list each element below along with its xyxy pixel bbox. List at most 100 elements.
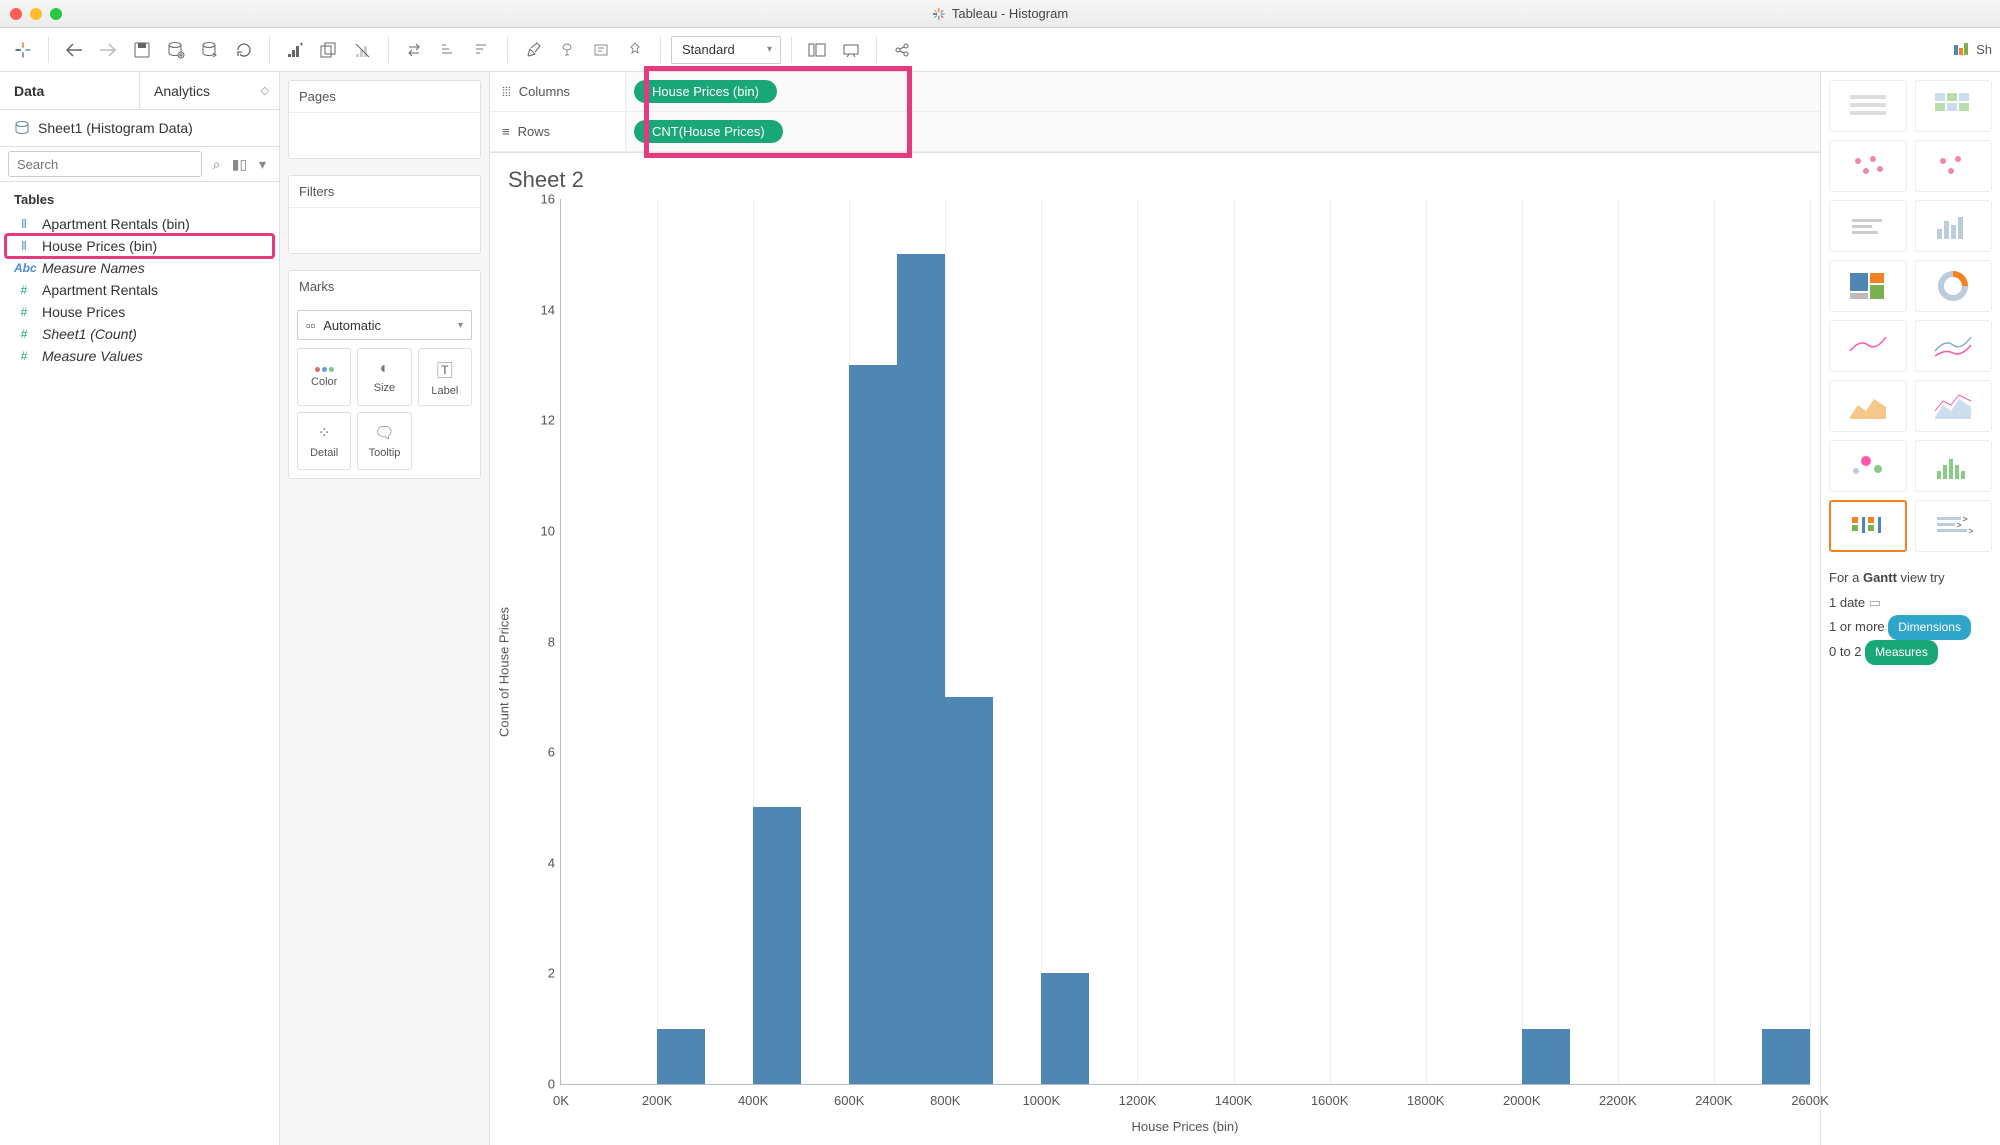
show-me-thumb-10[interactable] <box>1829 380 1907 432</box>
field-house-prices-bin-[interactable]: ⫴ House Prices (bin) <box>6 235 273 257</box>
bar[interactable] <box>657 1029 705 1084</box>
field-sheet1-count-[interactable]: #Sheet1 (Count) <box>6 323 273 345</box>
y-tick: 12 <box>521 413 555 428</box>
group-button[interactable] <box>552 35 582 65</box>
x-tick: 1000K <box>1023 1093 1061 1108</box>
view-icon[interactable]: ▮▯ <box>231 156 248 173</box>
fit-label: Standard <box>682 42 735 57</box>
marks-card: Marks ▫▫Automatic Color ◐Size 🅃Label ⁘De… <box>288 270 481 479</box>
bar[interactable] <box>849 365 897 1084</box>
clear-button[interactable] <box>348 35 378 65</box>
show-me-thumb-14[interactable] <box>1829 500 1907 552</box>
tooltip-icon: 🗨 <box>374 423 394 443</box>
chart-area[interactable]: 0K200K400K600K800K1000K1200K1400K1600K18… <box>560 199 1810 1085</box>
pages-shelf[interactable]: Pages <box>288 80 481 159</box>
marks-type-selector[interactable]: ▫▫Automatic <box>297 310 472 340</box>
show-me-thumb-11[interactable] <box>1915 380 1993 432</box>
bar[interactable] <box>1762 1029 1810 1084</box>
rows-pill[interactable]: CNT(House Prices) <box>634 120 783 143</box>
show-me-thumb-3[interactable] <box>1915 140 1993 192</box>
show-me-thumb-2[interactable] <box>1829 140 1907 192</box>
y-tick: 8 <box>521 634 555 649</box>
datasource[interactable]: Sheet1 (Histogram Data) <box>0 110 279 146</box>
tab-data[interactable]: Data <box>0 72 140 109</box>
labels-button[interactable] <box>586 35 616 65</box>
presentation-button[interactable] <box>836 35 866 65</box>
back-button[interactable] <box>59 35 89 65</box>
forward-button[interactable] <box>93 35 123 65</box>
x-tick: 0K <box>553 1093 569 1108</box>
share-button[interactable] <box>887 35 917 65</box>
show-me-label[interactable]: Sh <box>1976 42 1992 57</box>
dimensions-pill: Dimensions <box>1888 615 1971 640</box>
close-icon[interactable] <box>10 8 22 20</box>
field-apartment-rentals[interactable]: #Apartment Rentals <box>6 279 273 301</box>
pin-button[interactable] <box>620 35 650 65</box>
show-me-thumb-6[interactable] <box>1829 260 1907 312</box>
show-me-thumb-7[interactable] <box>1915 260 1993 312</box>
filters-shelf[interactable]: Filters <box>288 175 481 254</box>
x-tick: 1800K <box>1407 1093 1445 1108</box>
highlight-button[interactable] <box>518 35 548 65</box>
x-tick: 400K <box>738 1093 768 1108</box>
fit-selector[interactable]: Standard <box>671 36 781 64</box>
number-icon: # <box>14 327 34 341</box>
show-me-thumb-13[interactable] <box>1915 440 1993 492</box>
field-label: Measure Values <box>42 348 143 364</box>
search-input[interactable] <box>8 151 202 177</box>
columns-shelf[interactable]: ⦙⦙⦙Columns House Prices (bin) <box>490 72 1820 112</box>
marks-label[interactable]: 🅃Label <box>418 348 472 406</box>
columns-pill[interactable]: House Prices (bin) <box>634 80 777 103</box>
menu-icon[interactable]: ▾ <box>254 156 271 173</box>
sort-desc-button[interactable] <box>467 35 497 65</box>
save-button[interactable] <box>127 35 157 65</box>
show-me-thumb-5[interactable] <box>1915 200 1993 252</box>
maximize-icon[interactable] <box>50 8 62 20</box>
sort-asc-button[interactable] <box>433 35 463 65</box>
rows-icon: ≡ <box>502 124 510 139</box>
auto-update-button[interactable] <box>195 35 225 65</box>
worksheet-canvas: ⦙⦙⦙Columns House Prices (bin) ≡Rows CNT(… <box>490 72 1820 1145</box>
field-measure-values[interactable]: #Measure Values <box>6 345 273 367</box>
marks-tooltip[interactable]: 🗨Tooltip <box>357 412 411 470</box>
tableau-logo-icon <box>932 7 946 21</box>
show-me-thumb-0[interactable] <box>1829 80 1907 132</box>
show-me-thumb-9[interactable] <box>1915 320 1993 372</box>
show-me-thumb-12[interactable] <box>1829 440 1907 492</box>
show-me-thumb-15[interactable] <box>1915 500 1993 552</box>
bar[interactable] <box>753 807 801 1084</box>
show-me-thumb-4[interactable] <box>1829 200 1907 252</box>
bar[interactable] <box>1522 1029 1570 1084</box>
swap-button[interactable] <box>399 35 429 65</box>
tab-analytics[interactable]: Analytics◇ <box>140 72 279 109</box>
refresh-button[interactable] <box>229 35 259 65</box>
show-cards-button[interactable] <box>802 35 832 65</box>
tableau-menu-icon[interactable] <box>8 35 38 65</box>
detail-icon: ⁘ <box>317 423 330 443</box>
show-me-thumb-8[interactable] <box>1829 320 1907 372</box>
bar[interactable] <box>1041 973 1089 1084</box>
sheet-title[interactable]: Sheet 2 <box>490 153 1820 199</box>
show-me-thumb-1[interactable] <box>1915 80 1993 132</box>
rows-shelf[interactable]: ≡Rows CNT(House Prices) <box>490 112 1820 152</box>
field-label: House Prices (bin) <box>42 238 157 254</box>
shelves-top: ⦙⦙⦙Columns House Prices (bin) ≡Rows CNT(… <box>490 72 1820 153</box>
label-icon: 🅃 <box>437 357 453 381</box>
bin-icon: ⫴ <box>14 239 34 254</box>
marks-color[interactable]: Color <box>297 348 351 406</box>
y-tick: 10 <box>521 523 555 538</box>
marks-size[interactable]: ◐Size <box>357 348 411 406</box>
field-house-prices[interactable]: #House Prices <box>6 301 273 323</box>
new-worksheet-button[interactable] <box>280 35 310 65</box>
marks-detail[interactable]: ⁘Detail <box>297 412 351 470</box>
field-apartment-rentals-bin-[interactable]: ⫴Apartment Rentals (bin) <box>6 213 273 235</box>
minimize-icon[interactable] <box>30 8 42 20</box>
x-tick: 1600K <box>1311 1093 1349 1108</box>
bar[interactable] <box>897 254 945 1084</box>
new-datasource-button[interactable] <box>161 35 191 65</box>
duplicate-button[interactable] <box>314 35 344 65</box>
number-icon: # <box>14 283 34 297</box>
bar[interactable] <box>945 697 993 1084</box>
x-tick: 1200K <box>1119 1093 1157 1108</box>
field-measure-names[interactable]: AbcMeasure Names <box>6 257 273 279</box>
